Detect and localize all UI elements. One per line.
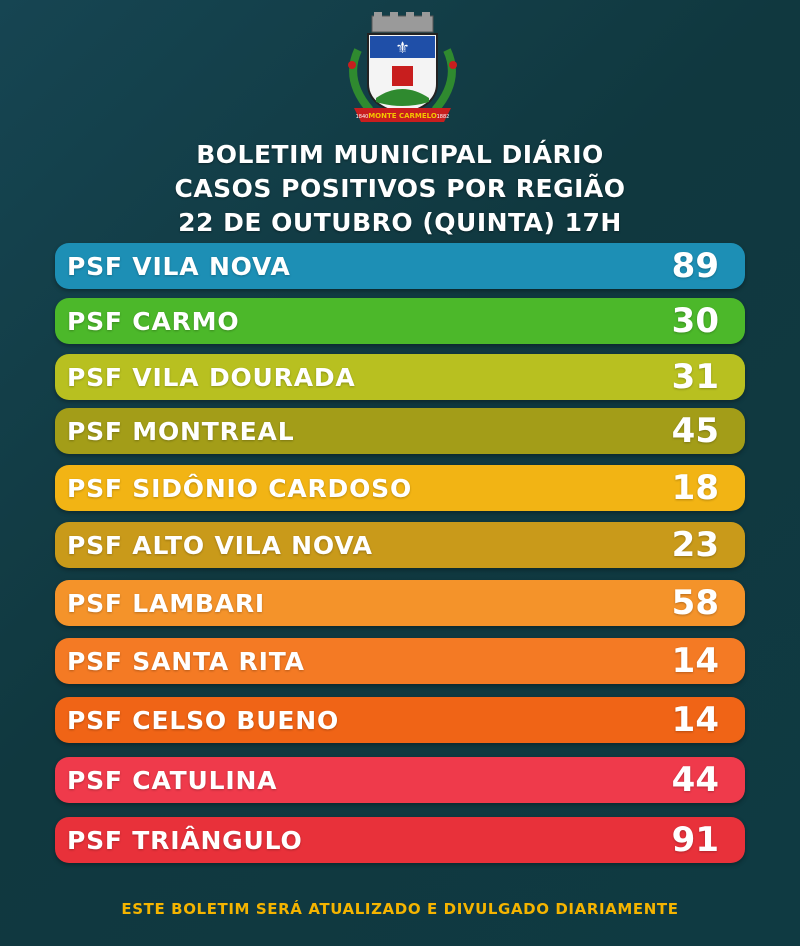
region-row: PSF VILA NOVA 89 bbox=[55, 243, 745, 289]
region-case-count: 23 bbox=[671, 525, 719, 565]
region-case-count: 91 bbox=[671, 820, 719, 860]
region-label: PSF SANTA RITA bbox=[67, 646, 305, 676]
region-row: PSF CARMO 30 bbox=[55, 298, 745, 344]
region-case-count: 89 bbox=[671, 246, 719, 286]
crest-banner-text: MONTE CARMELO bbox=[368, 112, 437, 120]
bulletin-subtitle: CASOS POSITIVOS POR REGIÃO bbox=[174, 174, 626, 203]
region-label: PSF TRIÂNGULO bbox=[67, 825, 303, 855]
region-row: PSF LAMBARI 58 bbox=[55, 580, 745, 626]
region-row: PSF CATULINA 44 bbox=[55, 757, 745, 803]
region-label: PSF CARMO bbox=[67, 306, 240, 336]
region-case-count: 30 bbox=[671, 301, 719, 341]
region-case-count: 31 bbox=[671, 357, 719, 397]
region-label: PSF LAMBARI bbox=[67, 588, 266, 618]
region-label: PSF VILA DOURADA bbox=[67, 362, 356, 392]
region-label: PSF ALTO VILA NOVA bbox=[67, 530, 373, 560]
region-row: PSF SIDÔNIO CARDOSO 18 bbox=[55, 465, 745, 511]
bulletin-title: BOLETIM MUNICIPAL DIÁRIO bbox=[196, 140, 604, 169]
crest-year-right: 1882 bbox=[437, 114, 450, 120]
region-case-count: 14 bbox=[671, 700, 719, 740]
svg-text:⚜: ⚜ bbox=[395, 38, 409, 57]
crest-year-left: 1840 bbox=[356, 114, 369, 120]
region-row: PSF ALTO VILA NOVA 23 bbox=[55, 522, 745, 568]
region-label: PSF MONTREAL bbox=[67, 416, 295, 446]
region-case-count: 58 bbox=[671, 583, 719, 623]
region-label: PSF SIDÔNIO CARDOSO bbox=[67, 473, 413, 503]
region-case-count: 44 bbox=[671, 760, 719, 800]
region-case-count: 45 bbox=[671, 411, 719, 451]
region-label: PSF CELSO BUENO bbox=[67, 705, 340, 735]
region-label: PSF VILA NOVA bbox=[67, 251, 291, 281]
region-row: PSF CELSO BUENO 14 bbox=[55, 697, 745, 743]
region-case-count: 18 bbox=[671, 468, 719, 508]
region-row: PSF TRIÂNGULO 91 bbox=[55, 817, 745, 863]
bulletin-header: BOLETIM MUNICIPAL DIÁRIO CASOS POSITIVOS… bbox=[0, 138, 800, 240]
region-row: PSF MONTREAL 45 bbox=[55, 408, 745, 454]
footer-note: ESTE BOLETIM SERÁ ATUALIZADO E DIVULGADO… bbox=[121, 900, 679, 918]
region-label: PSF CATULINA bbox=[67, 765, 278, 795]
region-case-count: 14 bbox=[671, 641, 719, 681]
bulletin-date: 22 DE OUTUBRO (QUINTA) 17H bbox=[178, 208, 622, 237]
region-row: PSF SANTA RITA 14 bbox=[55, 638, 745, 684]
region-row: PSF VILA DOURADA 31 bbox=[55, 354, 745, 400]
monte-carmelo-crest-logo: ⚜ MONTE CARMELO 1840 1882 bbox=[348, 12, 457, 122]
